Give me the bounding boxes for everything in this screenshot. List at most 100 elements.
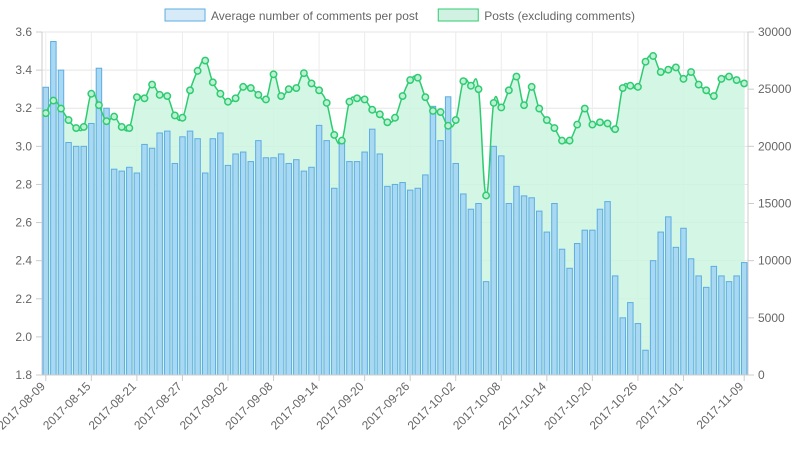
posts-point bbox=[284, 85, 293, 94]
comments-bar bbox=[528, 197, 535, 376]
comments-bar bbox=[42, 86, 50, 376]
comments-bar bbox=[505, 203, 513, 376]
comments-bar bbox=[695, 275, 702, 376]
comments-bar bbox=[619, 317, 626, 376]
comments-bar bbox=[399, 182, 406, 376]
posts-point bbox=[466, 81, 475, 90]
posts-point bbox=[269, 70, 278, 79]
comments-bar bbox=[103, 107, 110, 376]
comments-bar bbox=[733, 275, 740, 376]
y-left-tick-label: 2.2 bbox=[15, 292, 32, 306]
posts-point bbox=[170, 111, 179, 120]
posts-point bbox=[345, 97, 354, 106]
comments-bar bbox=[293, 159, 300, 376]
posts-point bbox=[186, 86, 194, 95]
posts-point bbox=[535, 104, 544, 113]
y-left-tick-label: 2.8 bbox=[15, 177, 32, 191]
posts-point bbox=[322, 98, 331, 107]
posts-point bbox=[649, 52, 658, 60]
posts-point bbox=[694, 80, 703, 89]
posts-point bbox=[360, 95, 369, 104]
posts-point bbox=[254, 90, 263, 99]
comments-bar bbox=[429, 105, 437, 376]
comments-bar bbox=[680, 227, 687, 376]
comments-bar bbox=[126, 166, 133, 376]
posts-point bbox=[406, 76, 415, 84]
posts-point bbox=[155, 90, 164, 99]
posts-point bbox=[580, 104, 589, 113]
posts-point bbox=[72, 124, 81, 132]
posts-point bbox=[299, 69, 308, 78]
x-tick-label: 2017-09-08 bbox=[222, 379, 276, 433]
posts-point bbox=[565, 136, 574, 145]
comments-bar bbox=[627, 302, 634, 376]
comments-bar bbox=[95, 67, 103, 376]
posts-point bbox=[687, 68, 696, 76]
x-tick-label: 2017-11-09 bbox=[694, 379, 747, 432]
posts-point bbox=[588, 120, 597, 129]
comments-bar bbox=[285, 162, 292, 376]
posts-point bbox=[558, 136, 566, 145]
comments-bar bbox=[50, 41, 57, 376]
comments-bar bbox=[232, 153, 239, 376]
comments-bar bbox=[573, 243, 581, 376]
posts-points bbox=[41, 52, 749, 200]
posts-point bbox=[368, 105, 377, 114]
comments-bar bbox=[110, 168, 118, 376]
x-tick-label: 2017-10-02 bbox=[405, 379, 459, 433]
comments-bar bbox=[308, 166, 315, 376]
comments-bars bbox=[42, 41, 748, 376]
posts-point bbox=[527, 82, 536, 91]
posts-point bbox=[542, 116, 551, 124]
posts-point bbox=[550, 124, 559, 132]
comments-bar bbox=[57, 69, 65, 376]
legend-label: Average number of comments per post bbox=[211, 9, 419, 23]
posts-point bbox=[633, 82, 642, 91]
posts-point bbox=[330, 130, 339, 139]
y-left-tick-label: 1.8 bbox=[15, 368, 32, 382]
posts-point bbox=[292, 84, 301, 92]
comments-bar bbox=[589, 229, 596, 376]
x-tick-label: 2017-09-20 bbox=[313, 379, 367, 433]
comments-bar bbox=[164, 130, 171, 376]
x-tick-label: 2017-10-14 bbox=[496, 379, 550, 433]
comments-bar bbox=[239, 151, 247, 376]
legend: Average number of comments per post Posts… bbox=[164, 8, 635, 23]
posts-point bbox=[512, 72, 521, 81]
comments-bar bbox=[186, 130, 194, 376]
posts-point bbox=[178, 113, 187, 122]
comments-bar bbox=[672, 246, 680, 376]
comments-bar bbox=[338, 140, 346, 376]
comments-bar bbox=[300, 170, 308, 376]
comments-bar bbox=[558, 248, 566, 376]
posts-point bbox=[702, 86, 711, 95]
posts-point bbox=[315, 86, 324, 95]
posts-point bbox=[132, 93, 141, 102]
comments-bar bbox=[444, 96, 452, 376]
posts-point bbox=[459, 77, 468, 86]
comments-bar bbox=[475, 203, 482, 376]
legend-label: Posts (excluding comments) bbox=[484, 9, 635, 23]
y-left-tick-label: 3.4 bbox=[15, 63, 32, 77]
posts-point bbox=[603, 119, 612, 128]
comments-bar bbox=[65, 142, 72, 376]
comments-bar bbox=[171, 162, 179, 376]
posts-point bbox=[474, 85, 483, 94]
posts-point bbox=[421, 93, 430, 102]
posts-point bbox=[413, 73, 422, 82]
comments-bar bbox=[566, 267, 573, 376]
comments-bar bbox=[452, 162, 459, 376]
posts-point bbox=[740, 79, 749, 88]
comments-bar bbox=[460, 193, 467, 376]
posts-point bbox=[224, 97, 232, 106]
comments-bar bbox=[80, 145, 87, 376]
comments-bar bbox=[201, 172, 209, 376]
comments-bar bbox=[634, 323, 642, 376]
comments-bar bbox=[740, 262, 748, 376]
posts-point bbox=[117, 122, 126, 131]
posts-point bbox=[110, 112, 119, 121]
comments-bar bbox=[422, 174, 429, 376]
posts-point bbox=[709, 92, 718, 100]
comments-bar bbox=[255, 140, 262, 376]
